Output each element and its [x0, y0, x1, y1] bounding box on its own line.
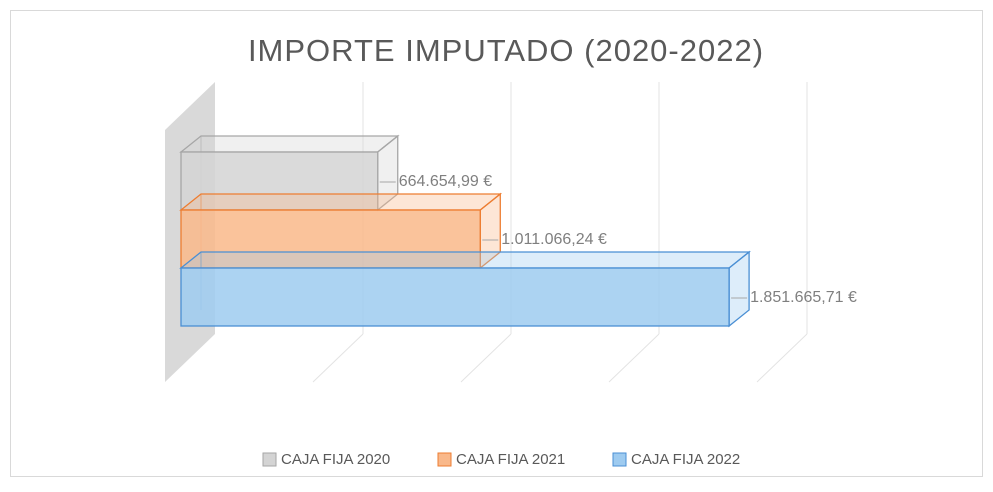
bar [180, 267, 730, 327]
value-label: 664.654,99 € [399, 173, 493, 190]
bar-top [179, 193, 503, 211]
grid-floor-line [608, 333, 660, 383]
legend-label: CAJA FIJA 2020 [281, 451, 390, 468]
legend-swatch [437, 452, 452, 467]
bar-top [179, 251, 751, 269]
chart-title: IMPORTE IMPUTADO (2020-2022) [248, 33, 764, 68]
grid-floor-line [756, 333, 808, 383]
bar-top [179, 135, 400, 153]
value-label: 1.851.665,71 € [750, 289, 857, 306]
legend-label: CAJA FIJA 2022 [631, 451, 740, 468]
grid-floor-line [460, 333, 512, 383]
legend-swatch [262, 452, 277, 467]
legend-label: CAJA FIJA 2021 [456, 451, 565, 468]
bar [180, 209, 481, 269]
legend-swatch [612, 452, 627, 467]
grid-floor-line [312, 333, 364, 383]
value-label: 1.011.066,24 € [501, 231, 607, 248]
